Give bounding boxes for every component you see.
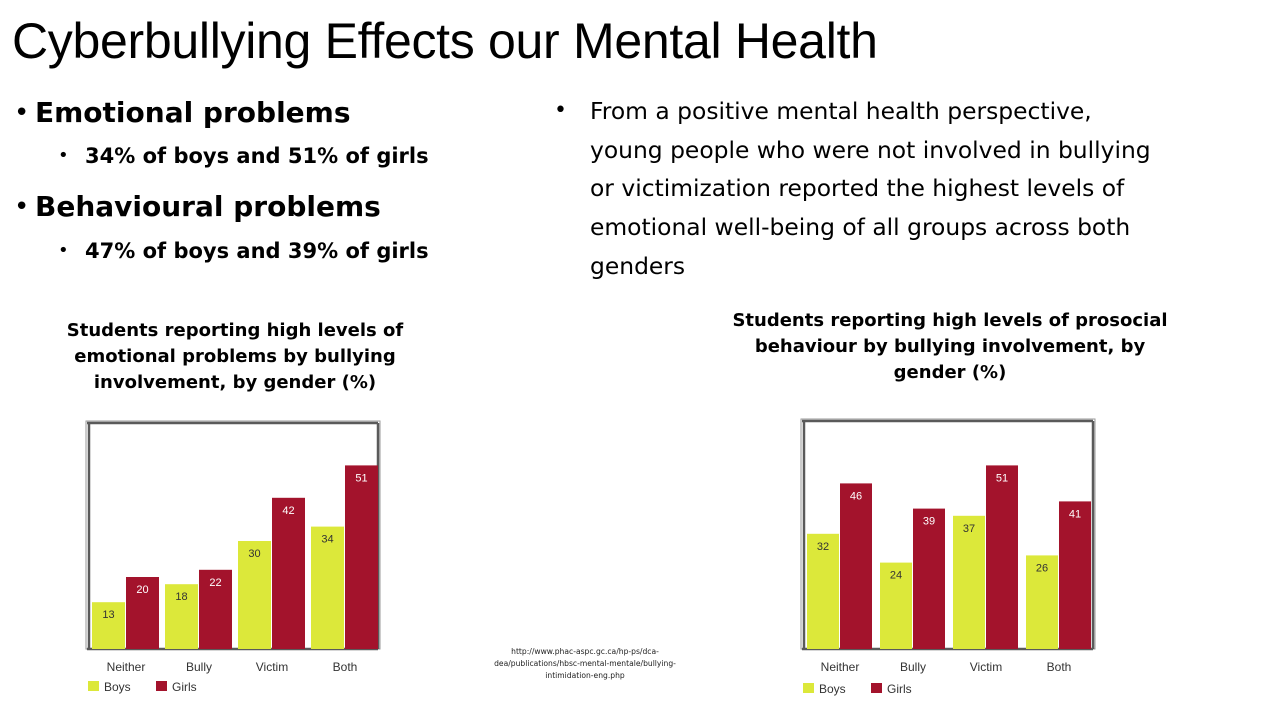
legend-label-boys: Boys [104, 680, 131, 694]
chart-title-line: Students reporting high levels of [66, 320, 404, 341]
bar-data-label: 51 [355, 472, 367, 484]
bar-data-label: 24 [890, 570, 902, 582]
bar-data-label: 18 [175, 591, 187, 603]
chart-title-line: gender (%) [893, 362, 1007, 383]
bar-data-label: 32 [817, 541, 829, 553]
chart-title-line: involvement, by gender (%) [93, 372, 377, 393]
bar-boys-victim [953, 515, 985, 649]
bar-data-label: 13 [102, 609, 114, 621]
sub-bullet-emotional-stat: 34% of boys and 51% of girls [85, 144, 429, 168]
bullet-emotional-problems: Emotional problems [35, 96, 351, 129]
x-tick-label: Bully [186, 660, 212, 674]
x-tick-label: Both [1047, 660, 1072, 674]
bar-girls-both [1059, 501, 1091, 649]
legend-swatch-girls [871, 683, 882, 693]
bar-girls-neither [126, 577, 159, 649]
source-url[interactable]: http://www.phac-aspc.gc.ca/hp-ps/dca- de… [470, 646, 700, 682]
bar-data-label: 39 [923, 516, 935, 528]
chart-title-prosocial: Students reporting high levels of prosoc… [700, 308, 1200, 386]
bar-data-label: 51 [996, 472, 1008, 484]
source-line: intimidation-eng.php [545, 671, 625, 680]
source-line: dea/publications/hbsc-mental-mentale/bul… [494, 659, 676, 668]
legend-label-boys: Boys [819, 682, 846, 696]
slide-title: Cyberbullying Effects our Mental Health [12, 13, 878, 69]
paragraph-line: From a positive mental health perspectiv… [590, 97, 1092, 125]
x-tick-label: Neither [821, 660, 860, 674]
bar-girls-bully [199, 569, 232, 649]
legend-swatch-girls [156, 681, 167, 691]
bar-boys-both [311, 526, 344, 649]
chart-title-line: behaviour by bullying involvement, by [754, 336, 1146, 357]
source-line: http://www.phac-aspc.gc.ca/hp-ps/dca- [511, 647, 659, 656]
bar-data-label: 34 [321, 534, 333, 546]
bar-data-label: 46 [850, 490, 862, 502]
bar-boys-neither [92, 602, 125, 649]
bar-boys-victim [238, 541, 271, 649]
x-tick-label: Victim [970, 660, 1002, 674]
chart-title-line: emotional problems by bullying [74, 346, 396, 367]
bar-girls-victim [986, 465, 1018, 649]
bar-data-label: 30 [248, 548, 260, 560]
paragraph-line: emotional well-being of all groups acros… [590, 213, 1131, 242]
bar-data-label: 22 [209, 577, 221, 589]
bar-girls-bully [913, 508, 945, 649]
chart-title-line: Students reporting high levels of prosoc… [732, 310, 1168, 331]
legend-swatch-boys [803, 683, 814, 693]
sub-bullet-marker: • [58, 145, 69, 166]
bar-data-label: 20 [136, 584, 148, 596]
legend-swatch-boys [88, 681, 99, 691]
x-tick-label: Victim [256, 660, 288, 674]
x-tick-label: Neither [107, 660, 146, 674]
x-tick-label: Both [333, 660, 358, 674]
bar-boys-neither [807, 533, 839, 649]
paragraph-line: young people who were not involved in bu… [590, 135, 1151, 164]
mental-health-paragraph: From a positive mental health perspectiv… [590, 92, 1230, 286]
paragraph-line: genders [590, 251, 686, 280]
sub-bullet-marker: • [58, 240, 69, 261]
bullet-marker: • [14, 98, 30, 128]
legend-label-girls: Girls [172, 680, 197, 694]
bullet-marker: • [14, 192, 30, 222]
bar-girls-neither [840, 483, 872, 649]
bullet-marker: • [554, 98, 567, 123]
bar-data-label: 41 [1069, 508, 1081, 520]
paragraph-line: or victimization reported the highest le… [590, 174, 1125, 203]
bar-boys-bully [880, 562, 912, 649]
bar-girls-victim [272, 497, 305, 649]
sub-bullet-behavioural-stat: 47% of boys and 39% of girls [85, 239, 429, 263]
bar-boys-both [1026, 555, 1058, 649]
bar-data-label: 26 [1036, 562, 1048, 574]
bar-girls-both [345, 465, 378, 649]
prosocial-behaviour-chart: 32 46 Neither 24 39 Bully 37 51 Victim 26 41 Both Bo… [800, 418, 1096, 696]
legend-label-girls: Girls [887, 682, 912, 696]
bullet-behavioural-problems: Behavioural problems [35, 190, 381, 223]
emotional-problems-chart: 13 20 Neither 18 22 Bully 30 42 Victim 34 51 Both Bo… [85, 420, 381, 694]
chart-title-emotional: Students reporting high levels of emotio… [35, 318, 435, 396]
bar-data-label: 42 [282, 505, 294, 517]
x-tick-label: Bully [900, 660, 926, 674]
bar-data-label: 37 [963, 523, 975, 535]
bar-boys-bully [165, 584, 198, 649]
